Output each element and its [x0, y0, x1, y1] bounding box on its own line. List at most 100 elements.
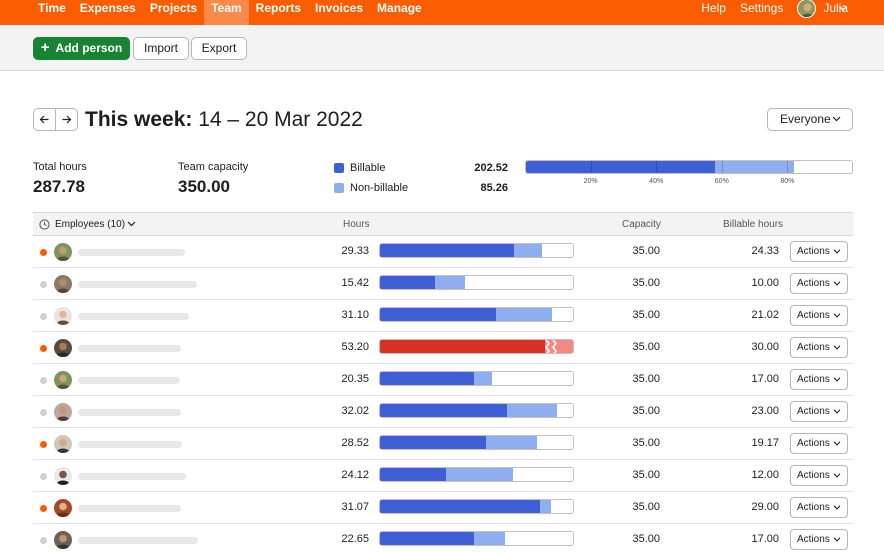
- chevron-down-icon: [833, 377, 841, 382]
- nonbillable-legend-swatch: [334, 183, 344, 193]
- hours-header[interactable]: Hours: [343, 219, 370, 230]
- table-row[interactable]: 28.52 35.00 19.17 Actions: [33, 428, 853, 460]
- billable-bar-segment: [380, 372, 474, 385]
- capacity-value: 35.00: [632, 341, 660, 353]
- status-dot: [40, 473, 47, 480]
- nav-item-team[interactable]: Team: [204, 0, 248, 25]
- actions-button[interactable]: Actions: [790, 401, 848, 422]
- avatar[interactable]: [54, 499, 72, 517]
- employee-name-placeholder[interactable]: [78, 473, 186, 480]
- nonbillable-bar-segment: [474, 532, 505, 545]
- nav-item-reports[interactable]: Reports: [249, 0, 308, 25]
- hours-bar: [379, 499, 574, 514]
- status-dot: [40, 537, 47, 544]
- import-button[interactable]: Import: [133, 37, 189, 60]
- billable-hours-value: 17.00: [751, 533, 779, 545]
- capacity-header[interactable]: Capacity: [622, 219, 661, 230]
- nonbillable-bar-segment: [435, 276, 465, 289]
- nonbillable-bar-segment: [514, 244, 542, 257]
- hours-bar: [379, 467, 574, 482]
- table-row[interactable]: 32.02 35.00 23.00 Actions: [33, 396, 853, 428]
- actions-button[interactable]: Actions: [790, 529, 848, 550]
- table-row[interactable]: 22.65 35.00 17.00 Actions: [33, 524, 853, 552]
- nav-item-invoices[interactable]: Invoices: [308, 0, 370, 25]
- nav-help[interactable]: Help: [694, 0, 733, 25]
- table-row[interactable]: 20.35 35.00 17.00 Actions: [33, 364, 853, 396]
- actions-button[interactable]: Actions: [790, 465, 848, 486]
- total-hours-value: 287.78: [33, 177, 85, 197]
- employee-name-placeholder[interactable]: [78, 313, 189, 320]
- table-row[interactable]: 24.12 35.00 12.00 Actions: [33, 460, 853, 492]
- avatar[interactable]: [54, 435, 72, 453]
- avatar[interactable]: [54, 403, 72, 421]
- employee-name-placeholder[interactable]: [78, 537, 198, 544]
- billable-hours-header[interactable]: Billable hours: [723, 219, 783, 230]
- actions-button[interactable]: Actions: [790, 241, 848, 262]
- avatar[interactable]: [54, 243, 72, 261]
- capacity-tick-label: 40%: [641, 178, 671, 185]
- billable-bar-segment: [380, 276, 435, 289]
- avatar[interactable]: [54, 531, 72, 549]
- nav-item-projects[interactable]: Projects: [143, 0, 204, 25]
- hours-value: 53.20: [341, 341, 369, 353]
- chevron-down-icon: [833, 345, 841, 350]
- actions-button[interactable]: Actions: [790, 337, 848, 358]
- billable-bar-segment: [380, 532, 474, 545]
- billable-bar-segment: [526, 161, 715, 173]
- employee-name-placeholder[interactable]: [78, 441, 182, 448]
- avatar[interactable]: [54, 467, 72, 485]
- capacity-value: 35.00: [632, 405, 660, 417]
- employee-name-placeholder[interactable]: [78, 345, 181, 352]
- nav-settings[interactable]: Settings: [733, 0, 790, 25]
- nav-item-time[interactable]: Time: [31, 0, 73, 25]
- status-dot: [40, 377, 47, 384]
- actions-button[interactable]: Actions: [790, 305, 848, 326]
- nonbillable-bar-segment: [486, 436, 538, 449]
- nav-item-expenses[interactable]: Expenses: [73, 0, 143, 25]
- avatar[interactable]: [54, 339, 72, 357]
- employee-name-placeholder[interactable]: [78, 249, 185, 256]
- add-person-button[interactable]: + Add person: [33, 37, 130, 60]
- table-row[interactable]: 29.33 35.00 24.33 Actions: [33, 236, 853, 268]
- employee-name-placeholder[interactable]: [78, 505, 181, 512]
- chevron-down-icon: [832, 116, 841, 122]
- employee-name-placeholder[interactable]: [78, 409, 181, 416]
- table-row[interactable]: 53.20 35.00 30.00 Actions: [33, 332, 853, 364]
- employee-name-placeholder[interactable]: [78, 377, 180, 384]
- next-week-button[interactable]: [55, 108, 78, 131]
- team-capacity-label: Team capacity: [178, 161, 248, 173]
- billable-bar-segment: [380, 404, 507, 417]
- hours-bar: [379, 339, 574, 354]
- employee-name-placeholder[interactable]: [78, 281, 197, 288]
- avatar: [797, 0, 816, 18]
- previous-week-button[interactable]: [33, 108, 56, 131]
- team-filter-select[interactable]: Everyone: [767, 108, 853, 131]
- capacity-value: 35.00: [632, 245, 660, 257]
- add-person-label: Add person: [56, 41, 123, 55]
- top-nav: Time Expenses Projects Team Reports Invoices M…: [0, 0, 884, 25]
- table-row[interactable]: 31.10 35.00 21.02 Actions: [33, 300, 853, 332]
- chevron-down-icon[interactable]: [127, 221, 136, 227]
- actions-button[interactable]: Actions: [790, 273, 848, 294]
- capacity-tick: [591, 161, 592, 173]
- avatar[interactable]: [54, 307, 72, 325]
- nav-item-manage[interactable]: Manage: [370, 0, 429, 25]
- table-row[interactable]: 31.07 35.00 29.00 Actions: [33, 492, 853, 524]
- actions-button[interactable]: Actions: [790, 433, 848, 454]
- actions-label: Actions: [797, 278, 830, 289]
- capacity-value: 35.00: [632, 469, 660, 481]
- actions-label: Actions: [797, 470, 830, 481]
- actions-button[interactable]: Actions: [790, 497, 848, 518]
- avatar[interactable]: [54, 371, 72, 389]
- chevron-down-icon: [833, 473, 841, 478]
- avatar[interactable]: [54, 275, 72, 293]
- status-dot: [40, 281, 47, 288]
- capacity-tick-label: 80%: [772, 178, 802, 185]
- table-row[interactable]: 15.42 35.00 10.00 Actions: [33, 268, 853, 300]
- billable-legend-label: Billable: [350, 162, 385, 174]
- employees-header[interactable]: Employees (10): [55, 219, 125, 230]
- main-nav: Time Expenses Projects Team Reports Invoices M…: [31, 0, 429, 25]
- actions-button[interactable]: Actions: [790, 369, 848, 390]
- chevron-down-icon: [833, 281, 841, 286]
- export-button[interactable]: Export: [191, 37, 247, 60]
